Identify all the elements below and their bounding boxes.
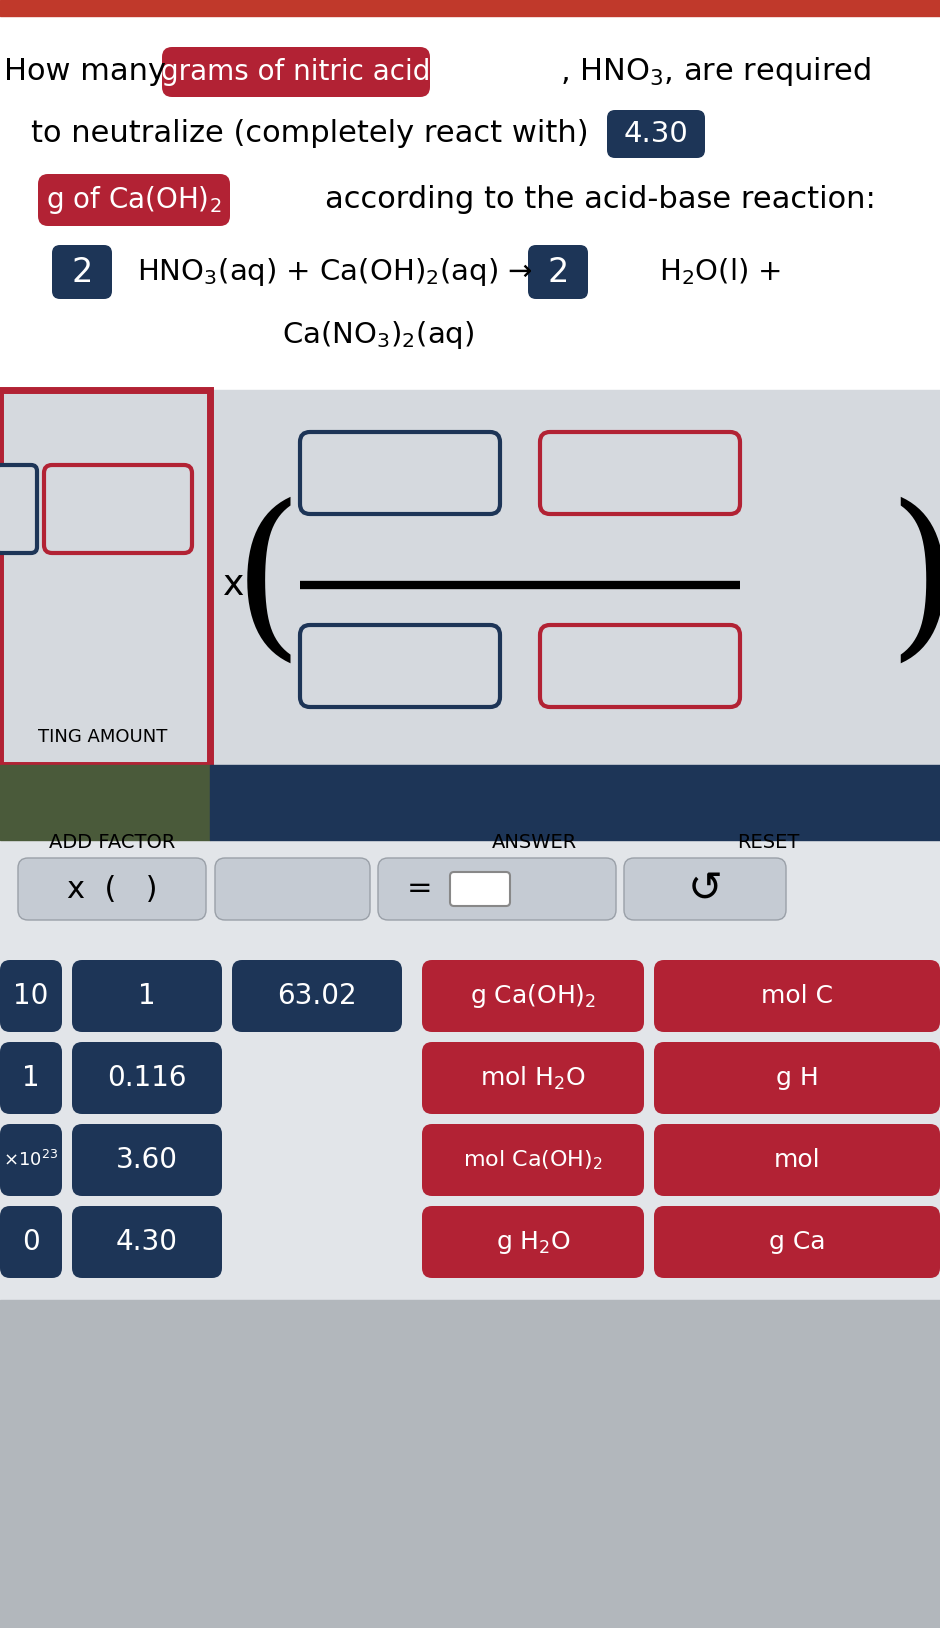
Text: H$_2$O(l) +: H$_2$O(l) + xyxy=(659,257,781,288)
FancyBboxPatch shape xyxy=(422,961,644,1032)
Text: mol H$_2$O: mol H$_2$O xyxy=(480,1065,586,1092)
FancyBboxPatch shape xyxy=(0,466,37,554)
FancyBboxPatch shape xyxy=(0,1042,62,1114)
FancyBboxPatch shape xyxy=(540,431,740,514)
Text: (: ( xyxy=(233,497,304,672)
FancyBboxPatch shape xyxy=(450,873,510,907)
Text: x: x xyxy=(224,568,244,602)
Bar xyxy=(0,391,940,821)
FancyBboxPatch shape xyxy=(0,1123,62,1197)
FancyBboxPatch shape xyxy=(422,1123,644,1197)
Bar xyxy=(0,391,210,765)
Text: 0: 0 xyxy=(23,1228,39,1255)
FancyBboxPatch shape xyxy=(44,466,192,554)
Bar xyxy=(0,0,940,16)
FancyBboxPatch shape xyxy=(607,111,705,158)
Text: g Ca(OH)$_2$: g Ca(OH)$_2$ xyxy=(470,982,596,1009)
Text: to neutralize (completely react with): to neutralize (completely react with) xyxy=(31,119,588,148)
Text: mol: mol xyxy=(774,1148,821,1172)
Text: 2: 2 xyxy=(547,256,569,288)
Text: =: = xyxy=(407,874,432,904)
Text: ): ) xyxy=(886,497,940,672)
Text: g of Ca(OH)$_2$: g of Ca(OH)$_2$ xyxy=(46,184,222,217)
Bar xyxy=(0,1301,940,1628)
FancyBboxPatch shape xyxy=(232,961,402,1032)
FancyBboxPatch shape xyxy=(72,961,222,1032)
Text: TING AMOUNT: TING AMOUNT xyxy=(39,728,167,746)
Text: mol Ca(OH)$_2$: mol Ca(OH)$_2$ xyxy=(463,1148,603,1172)
FancyBboxPatch shape xyxy=(38,174,230,226)
FancyBboxPatch shape xyxy=(654,1123,940,1197)
Text: How many: How many xyxy=(4,57,166,86)
Text: , HNO$_3$, are required: , HNO$_3$, are required xyxy=(560,55,871,88)
Bar xyxy=(0,961,940,1301)
FancyBboxPatch shape xyxy=(300,431,500,514)
Bar xyxy=(0,765,210,840)
FancyBboxPatch shape xyxy=(378,858,616,920)
Text: ADD FACTOR: ADD FACTOR xyxy=(49,832,175,851)
FancyBboxPatch shape xyxy=(654,961,940,1032)
Text: according to the acid-base reaction:: according to the acid-base reaction: xyxy=(324,186,875,215)
FancyBboxPatch shape xyxy=(162,47,430,98)
FancyBboxPatch shape xyxy=(654,1206,940,1278)
Text: 4.30: 4.30 xyxy=(116,1228,178,1255)
Text: 0.116: 0.116 xyxy=(107,1065,187,1092)
Text: 2: 2 xyxy=(71,256,93,288)
FancyBboxPatch shape xyxy=(528,244,588,300)
FancyBboxPatch shape xyxy=(654,1042,940,1114)
FancyBboxPatch shape xyxy=(72,1042,222,1114)
FancyBboxPatch shape xyxy=(72,1206,222,1278)
Text: 3.60: 3.60 xyxy=(116,1146,178,1174)
Text: $\times$10$^{23}$: $\times$10$^{23}$ xyxy=(4,1149,58,1171)
FancyBboxPatch shape xyxy=(0,1206,62,1278)
Bar xyxy=(210,765,940,840)
FancyBboxPatch shape xyxy=(18,858,206,920)
Text: 1: 1 xyxy=(138,982,156,1009)
FancyBboxPatch shape xyxy=(300,625,500,707)
Bar xyxy=(0,16,940,391)
Text: 4.30: 4.30 xyxy=(623,120,688,148)
FancyBboxPatch shape xyxy=(540,625,740,707)
Text: 1: 1 xyxy=(23,1065,39,1092)
Text: RESET: RESET xyxy=(737,832,799,851)
Text: g H: g H xyxy=(776,1066,819,1091)
Text: 10: 10 xyxy=(13,982,49,1009)
Text: x  (   ): x ( ) xyxy=(67,874,157,904)
Text: grams of nitric acid: grams of nitric acid xyxy=(162,59,431,86)
FancyBboxPatch shape xyxy=(215,858,370,920)
FancyBboxPatch shape xyxy=(422,1206,644,1278)
FancyBboxPatch shape xyxy=(624,858,786,920)
FancyBboxPatch shape xyxy=(422,1042,644,1114)
Text: 63.02: 63.02 xyxy=(277,982,357,1009)
Text: g H$_2$O: g H$_2$O xyxy=(495,1229,571,1255)
FancyBboxPatch shape xyxy=(0,961,62,1032)
Bar xyxy=(0,821,940,961)
Text: HNO$_3$(aq) + Ca(OH)$_2$(aq) →: HNO$_3$(aq) + Ca(OH)$_2$(aq) → xyxy=(137,256,533,288)
Text: ANSWER: ANSWER xyxy=(492,832,576,851)
Text: mol C: mol C xyxy=(761,983,833,1008)
Text: Ca(NO$_3$)$_2$(aq): Ca(NO$_3$)$_2$(aq) xyxy=(282,319,474,352)
FancyBboxPatch shape xyxy=(52,244,112,300)
Text: g Ca: g Ca xyxy=(769,1231,825,1254)
Text: ↺: ↺ xyxy=(687,868,723,910)
FancyBboxPatch shape xyxy=(72,1123,222,1197)
